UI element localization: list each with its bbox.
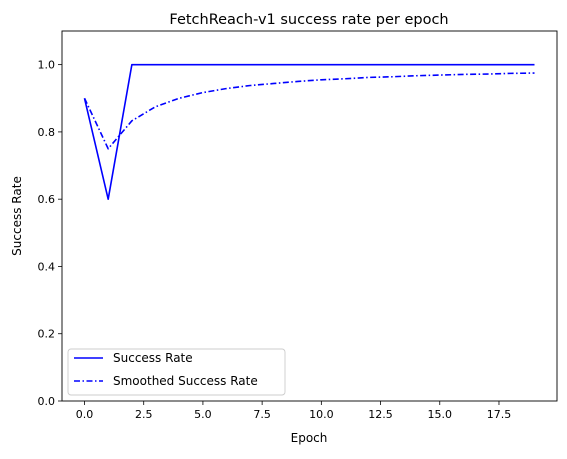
y-tick-label: 0.4 (38, 260, 56, 273)
x-tick-label: 2.5 (135, 408, 153, 421)
x-tick-label: 5.0 (194, 408, 212, 421)
x-axis-label: Epoch (291, 431, 328, 445)
y-tick-label: 0.2 (38, 328, 56, 341)
x-tick-label: 17.5 (487, 408, 512, 421)
y-axis-label: Success Rate (10, 176, 24, 256)
x-axis-ticks: 0.0 2.5 5.0 7.5 10.0 12.5 15.0 17.5 (76, 401, 511, 421)
series-line-success-rate (83, 63, 535, 200)
y-axis-ticks: 0.0 0.2 0.4 0.6 0.8 1.0 (38, 59, 62, 408)
legend-box (67, 348, 286, 396)
x-tick-label: 0.0 (76, 408, 94, 421)
x-tick-label: 15.0 (428, 408, 453, 421)
series-line-smoothed-success-rate (83, 72, 535, 150)
y-tick-label: 0.6 (38, 193, 56, 206)
y-tick-label: 0.8 (38, 126, 56, 139)
y-tick-label: 0.0 (38, 395, 56, 408)
x-tick-label: 10.0 (309, 408, 334, 421)
legend-label-smoothed-success-rate: Smoothed Success Rate (113, 374, 258, 388)
series-layer (83, 63, 535, 200)
plot-frame (61, 30, 558, 402)
chart-title: FetchReach-v1 success rate per epoch (169, 12, 448, 28)
x-tick-label: 12.5 (368, 408, 393, 421)
y-tick-label: 1.0 (38, 59, 56, 72)
x-tick-label: 7.5 (253, 408, 271, 421)
legend: Success Rate Smoothed Success Rate (67, 348, 286, 396)
legend-label-success-rate: Success Rate (113, 351, 193, 365)
